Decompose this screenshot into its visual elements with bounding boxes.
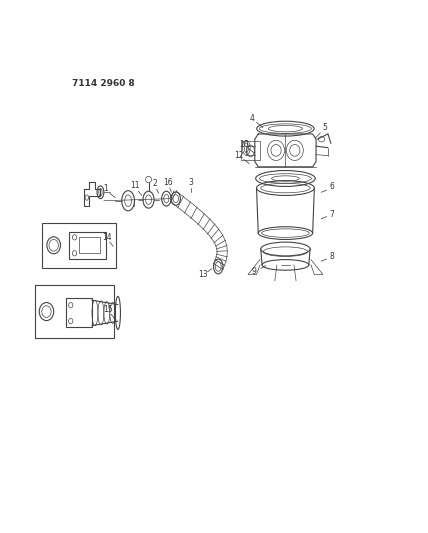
Bar xyxy=(66,298,92,327)
Text: 7114 2960 8: 7114 2960 8 xyxy=(71,79,134,88)
Text: 14: 14 xyxy=(102,233,112,243)
Text: 5: 5 xyxy=(322,123,327,132)
Bar xyxy=(241,141,260,160)
Text: 11: 11 xyxy=(131,181,140,190)
Text: 10: 10 xyxy=(239,140,249,149)
Text: 13: 13 xyxy=(199,270,208,279)
Text: 15: 15 xyxy=(103,305,113,314)
Text: 4: 4 xyxy=(250,114,255,123)
Text: 16: 16 xyxy=(163,178,173,187)
Bar xyxy=(42,223,116,268)
Bar xyxy=(69,232,106,259)
Text: 9: 9 xyxy=(252,268,257,276)
Text: 3: 3 xyxy=(188,178,193,187)
Text: 8: 8 xyxy=(330,253,335,262)
Text: 1: 1 xyxy=(103,183,108,192)
Text: 7: 7 xyxy=(330,210,335,219)
Text: 6: 6 xyxy=(330,182,335,191)
Bar xyxy=(79,237,100,253)
Bar xyxy=(35,285,115,338)
Text: 2: 2 xyxy=(152,179,157,188)
Text: 12: 12 xyxy=(234,151,244,160)
